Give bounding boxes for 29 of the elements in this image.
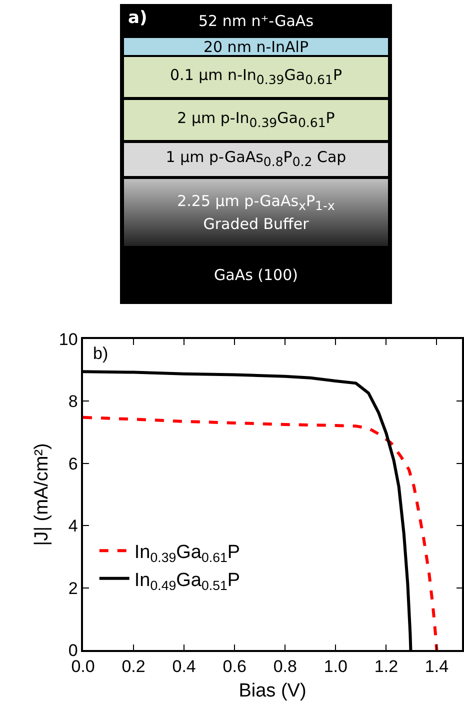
legend-label: In$_{0.49}$Ga$_{0.51}$P [134, 570, 240, 593]
x-tick-label: 1.0 [324, 657, 348, 676]
y-tick-label: 4 [68, 516, 78, 536]
y-axis-title: |J| (mA/cm²) [31, 443, 52, 546]
annotation: b) [93, 344, 108, 363]
y-tick-label: 6 [68, 454, 78, 474]
line-series [83, 416, 438, 650]
text: 2 µm p-In$_{0.39}$Ga$_{0.61}$P [176, 108, 336, 132]
text: 52 nm n⁺-GaAs [198, 12, 314, 30]
x-tick-label: 1.2 [374, 657, 398, 676]
legend-label: In$_{0.39}$Ga$_{0.61}$P [134, 542, 240, 566]
x-tick-label: 1.4 [424, 657, 449, 676]
text: 20 nm n-InAlP [124, 38, 388, 56]
y-tick-label: 10 [58, 330, 78, 349]
text: 2.25 µm p-GaAs$_{x}$P$_{1-x}$ [176, 192, 336, 215]
x-tick-label: 0.8 [273, 657, 297, 676]
x-tick-label: 0.6 [222, 657, 246, 676]
text: Graded Buffer [202, 215, 310, 233]
y-tick-label: 2 [68, 578, 78, 598]
text: GaAs (100) [213, 266, 299, 284]
text: a) [128, 8, 148, 28]
x-axis-title: Bias (V) [238, 680, 306, 702]
text: 1 µm p-GaAs$_{0.8}$P$_{0.2}$ Cap [164, 148, 348, 171]
y-tick-label: 8 [68, 392, 78, 412]
x-tick-label: 0.0 [71, 657, 95, 676]
y-tick-label: 0 [68, 640, 78, 660]
text: 0.1 µm n-In$_{0.39}$Ga$_{0.61}$P [169, 66, 343, 88]
x-tick-label: 0.4 [172, 657, 196, 676]
x-tick-label: 0.2 [122, 657, 146, 676]
